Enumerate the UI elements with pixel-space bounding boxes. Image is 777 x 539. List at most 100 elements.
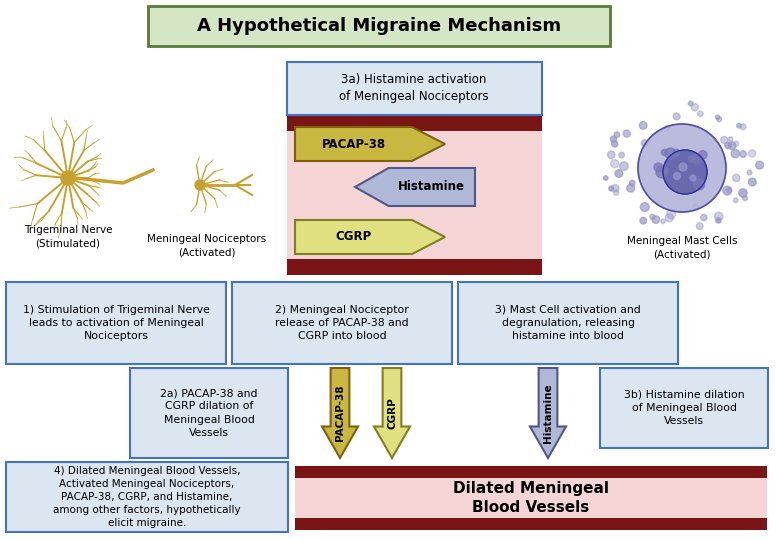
Circle shape bbox=[716, 115, 720, 120]
Text: Meningeal Mast Cells
(Activated): Meningeal Mast Cells (Activated) bbox=[627, 237, 737, 260]
Bar bbox=[287, 131, 542, 259]
Bar bbox=[295, 466, 767, 478]
Text: Trigeminal Nerve
(Stimulated): Trigeminal Nerve (Stimulated) bbox=[24, 225, 112, 248]
Circle shape bbox=[674, 172, 681, 179]
Circle shape bbox=[726, 188, 732, 193]
Circle shape bbox=[698, 111, 703, 116]
Circle shape bbox=[609, 186, 614, 191]
Circle shape bbox=[731, 149, 740, 158]
Circle shape bbox=[640, 203, 650, 211]
Polygon shape bbox=[355, 168, 475, 206]
Polygon shape bbox=[530, 368, 566, 458]
Text: 1) Stimulation of Trigeminal Nerve
leads to activation of Meningeal
Nociceptors: 1) Stimulation of Trigeminal Nerve leads… bbox=[23, 305, 210, 341]
Bar bbox=[232, 282, 452, 364]
Circle shape bbox=[656, 166, 667, 178]
Circle shape bbox=[720, 136, 728, 143]
Circle shape bbox=[756, 161, 764, 169]
Circle shape bbox=[692, 103, 699, 111]
Circle shape bbox=[619, 162, 629, 170]
Circle shape bbox=[696, 223, 703, 230]
Circle shape bbox=[743, 196, 747, 201]
Circle shape bbox=[611, 136, 616, 142]
Circle shape bbox=[629, 180, 635, 186]
Circle shape bbox=[747, 170, 752, 175]
Circle shape bbox=[733, 141, 739, 146]
Circle shape bbox=[725, 142, 731, 149]
Text: Histamine: Histamine bbox=[399, 181, 465, 194]
Circle shape bbox=[640, 217, 646, 224]
Circle shape bbox=[739, 189, 747, 197]
Circle shape bbox=[690, 175, 696, 181]
Circle shape bbox=[665, 148, 676, 159]
Bar bbox=[295, 518, 767, 530]
Text: PACAP-38: PACAP-38 bbox=[335, 385, 345, 441]
Polygon shape bbox=[295, 127, 445, 161]
Circle shape bbox=[650, 215, 655, 219]
Circle shape bbox=[693, 204, 698, 209]
Bar bbox=[287, 259, 542, 275]
Bar bbox=[6, 282, 226, 364]
Circle shape bbox=[694, 179, 705, 190]
Circle shape bbox=[611, 185, 619, 192]
Circle shape bbox=[723, 186, 732, 195]
Text: CGRP: CGRP bbox=[387, 397, 397, 429]
Text: A Hypothetical Migraine Mechanism: A Hypothetical Migraine Mechanism bbox=[197, 17, 561, 35]
Circle shape bbox=[618, 153, 624, 158]
Text: 2) Meningeal Nociceptor
release of PACAP-38 and
CGRP into blood: 2) Meningeal Nociceptor release of PACAP… bbox=[275, 305, 409, 341]
Circle shape bbox=[611, 160, 618, 168]
Polygon shape bbox=[374, 368, 410, 458]
Text: 3) Mast Cell activation and
degranulation, releasing
histamine into blood: 3) Mast Cell activation and degranulatio… bbox=[495, 305, 641, 341]
Circle shape bbox=[699, 151, 707, 159]
Circle shape bbox=[663, 150, 707, 194]
Circle shape bbox=[627, 184, 635, 192]
Circle shape bbox=[688, 101, 693, 106]
Circle shape bbox=[61, 171, 75, 185]
Circle shape bbox=[614, 132, 620, 137]
Circle shape bbox=[661, 149, 667, 155]
Bar bbox=[458, 282, 678, 364]
Circle shape bbox=[693, 154, 702, 164]
Text: 3a) Histamine activation
of Meningeal Nociceptors: 3a) Histamine activation of Meningeal No… bbox=[340, 73, 489, 103]
Circle shape bbox=[608, 151, 615, 158]
Circle shape bbox=[611, 141, 618, 147]
Circle shape bbox=[673, 113, 680, 120]
Bar bbox=[148, 6, 610, 46]
Circle shape bbox=[748, 150, 756, 157]
Circle shape bbox=[740, 124, 746, 130]
Text: 4) Dilated Meningeal Blood Vessels,
Activated Meningeal Nociceptors,
PACAP-38, C: 4) Dilated Meningeal Blood Vessels, Acti… bbox=[53, 466, 241, 528]
Circle shape bbox=[661, 167, 667, 174]
Circle shape bbox=[665, 213, 674, 222]
Text: Dilated Meningeal
Blood Vessels: Dilated Meningeal Blood Vessels bbox=[453, 481, 609, 515]
Bar bbox=[287, 115, 542, 131]
Circle shape bbox=[652, 216, 660, 223]
Circle shape bbox=[715, 212, 723, 220]
Circle shape bbox=[740, 151, 747, 157]
Bar bbox=[600, 368, 768, 448]
Circle shape bbox=[654, 163, 663, 171]
Circle shape bbox=[604, 176, 608, 180]
Circle shape bbox=[623, 130, 630, 137]
Circle shape bbox=[733, 198, 738, 203]
Polygon shape bbox=[295, 220, 445, 254]
Circle shape bbox=[664, 126, 670, 130]
Text: 3b) Histamine dilation
of Meningeal Blood
Vessels: 3b) Histamine dilation of Meningeal Bloo… bbox=[624, 390, 744, 426]
Circle shape bbox=[615, 170, 622, 177]
Circle shape bbox=[733, 174, 740, 182]
Circle shape bbox=[716, 218, 721, 223]
Circle shape bbox=[638, 124, 726, 212]
Circle shape bbox=[660, 219, 665, 224]
Circle shape bbox=[701, 215, 707, 221]
Bar bbox=[295, 478, 767, 518]
Text: 2a) PACAP-38 and
CGRP dilation of
Meningeal Blood
Vessels: 2a) PACAP-38 and CGRP dilation of Mening… bbox=[160, 388, 258, 438]
Bar bbox=[6, 462, 288, 532]
Text: CGRP: CGRP bbox=[336, 231, 371, 244]
Circle shape bbox=[641, 140, 648, 147]
Circle shape bbox=[748, 178, 756, 186]
Circle shape bbox=[728, 137, 733, 142]
Circle shape bbox=[639, 121, 647, 129]
Circle shape bbox=[195, 180, 205, 190]
Bar bbox=[287, 62, 542, 115]
Polygon shape bbox=[322, 368, 358, 458]
Text: PACAP-38: PACAP-38 bbox=[322, 137, 385, 150]
Circle shape bbox=[716, 117, 722, 122]
